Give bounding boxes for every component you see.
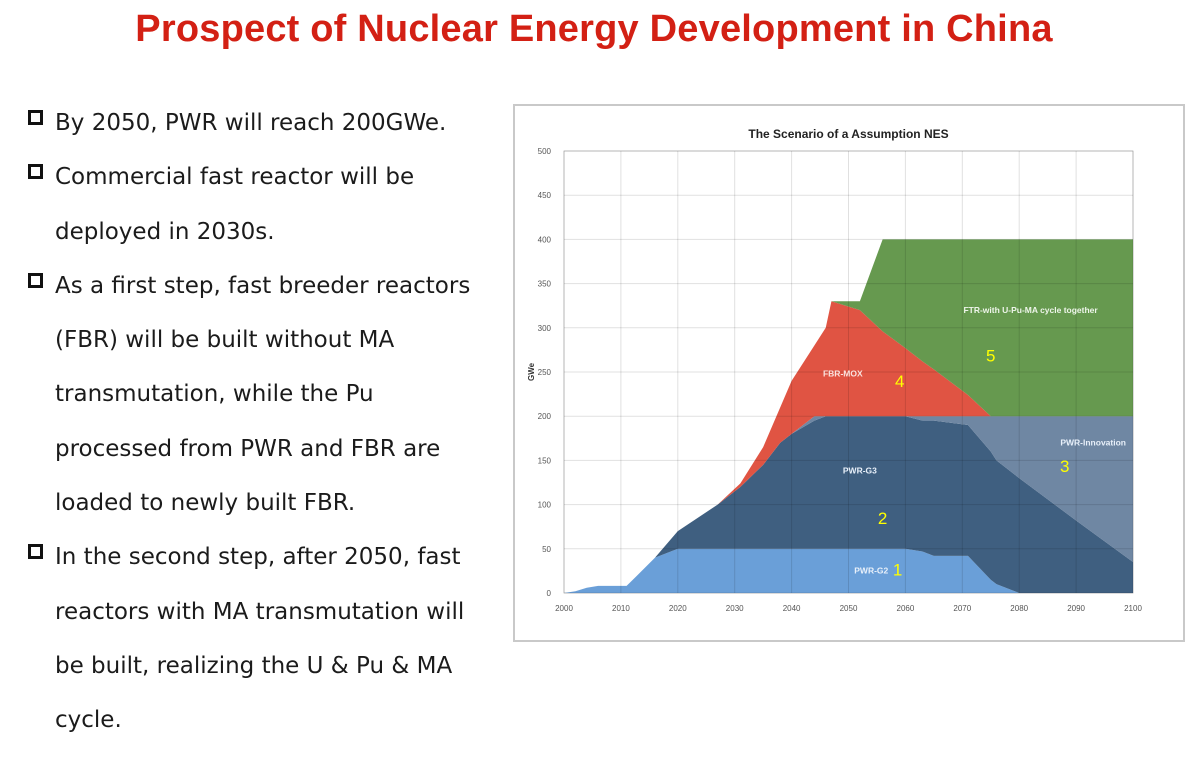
area-pwr-g3 <box>564 416 1133 593</box>
x-tick-label: 2090 <box>1067 604 1085 613</box>
bullet-line: be built, realizing the U & Pu & MA <box>55 652 453 679</box>
bullet-item: As a first step, fast breeder reactors (F… <box>28 259 508 530</box>
series-name-label: FTR-with U-Pu-MA cycle together <box>963 305 1098 315</box>
slide-title: Prospect of Nuclear Energy Development i… <box>135 8 1053 50</box>
x-tick-label: 2040 <box>783 604 801 613</box>
checkbox-bullet-icon <box>28 164 43 180</box>
checkbox-bullet-icon <box>28 544 43 560</box>
y-tick-label: 150 <box>538 456 552 465</box>
bullet-line: cycle. <box>55 707 122 734</box>
chart-title: The Scenario of a Assumption NES <box>748 127 948 141</box>
area-ftr-with-u-pu-ma-cycle-together <box>564 239 1133 593</box>
series-number-label: 3 <box>1060 457 1069 476</box>
area-pwr-g2 <box>564 548 1133 593</box>
y-tick-label: 450 <box>538 191 552 200</box>
series-name-label: PWR-G2 <box>854 566 888 576</box>
bullet-text: Commercial fast reactor will be deployed … <box>55 150 414 259</box>
x-tick-label: 2100 <box>1124 604 1142 613</box>
bullet-item: By 2050, PWR will reach 200GWe. <box>28 96 508 150</box>
bullet-line: Commercial fast reactor will be <box>55 164 415 191</box>
series-name-label: FBR-MOX <box>823 368 863 378</box>
bullet-item: Commercial fast reactor will be deployed … <box>28 150 508 259</box>
chart-frame: The Scenario of a Assumption NES 0 50 100 15… <box>513 104 1185 642</box>
y-tick-label: 0 <box>547 589 552 598</box>
x-tick-label: 2070 <box>953 604 971 613</box>
area-fbr-mox <box>564 301 1133 593</box>
bullet-line: transmutation, while the Pu <box>55 381 374 408</box>
x-tick-label: 2010 <box>612 604 630 613</box>
y-axis-label: GWe <box>527 362 536 381</box>
checkbox-bullet-icon <box>28 272 43 288</box>
bullet-line: (FBR) will be built without MA <box>55 327 395 354</box>
y-tick-label: 250 <box>538 368 552 377</box>
x-tick-label: 2080 <box>1010 604 1028 613</box>
bullet-text: In the second step, after 2050, fast reac… <box>55 530 464 747</box>
x-tick-label: 2050 <box>840 604 858 613</box>
bullet-line: deployed in 2030s. <box>55 218 275 245</box>
y-tick-label: 500 <box>538 147 552 156</box>
bullet-item: In the second step, after 2050, fast reac… <box>28 530 508 747</box>
x-tick-label: 2020 <box>669 604 687 613</box>
y-tick-label: 400 <box>538 235 552 244</box>
y-tick-label: 50 <box>542 545 551 554</box>
x-tick-label: 2030 <box>726 604 744 613</box>
bullet-line: By 2050, PWR will reach 200GWe. <box>55 110 447 136</box>
y-tick-label: 350 <box>538 280 552 289</box>
bullet-list: By 2050, PWR will reach 200GWe. Commercia… <box>28 96 508 748</box>
series-number-label: 1 <box>893 560 902 579</box>
y-tick-label: 200 <box>538 412 552 421</box>
stacked-area-chart: The Scenario of a Assumption NES05010015… <box>527 127 1142 613</box>
area-pwr-innovation <box>564 416 1133 593</box>
bullet-line: In the second step, after 2050, fast <box>55 544 461 571</box>
series-name-label: PWR-Innovation <box>1060 437 1126 447</box>
bullet-text: By 2050, PWR will reach 200GWe. <box>55 96 446 150</box>
bullet-line: loaded to newly built FBR. <box>55 490 356 517</box>
bullet-line: As a first step, fast breeder reactors <box>55 272 471 299</box>
checkbox-bullet-icon <box>28 110 43 125</box>
x-tick-label: 2060 <box>897 604 915 613</box>
bullet-line: processed from PWR and FBR are <box>55 435 441 462</box>
bullet-text: As a first step, fast breeder reactors (F… <box>55 259 470 530</box>
series-number-label: 5 <box>986 346 995 365</box>
bullet-line: reactors with MA transmutation will <box>55 598 465 625</box>
y-tick-label: 100 <box>538 501 552 510</box>
y-tick-label: 300 <box>538 324 552 333</box>
series-number-label: 4 <box>895 372 904 391</box>
x-tick-label: 2000 <box>555 604 573 613</box>
series-name-label: PWR-G3 <box>843 466 877 476</box>
series-number-label: 2 <box>878 509 887 528</box>
